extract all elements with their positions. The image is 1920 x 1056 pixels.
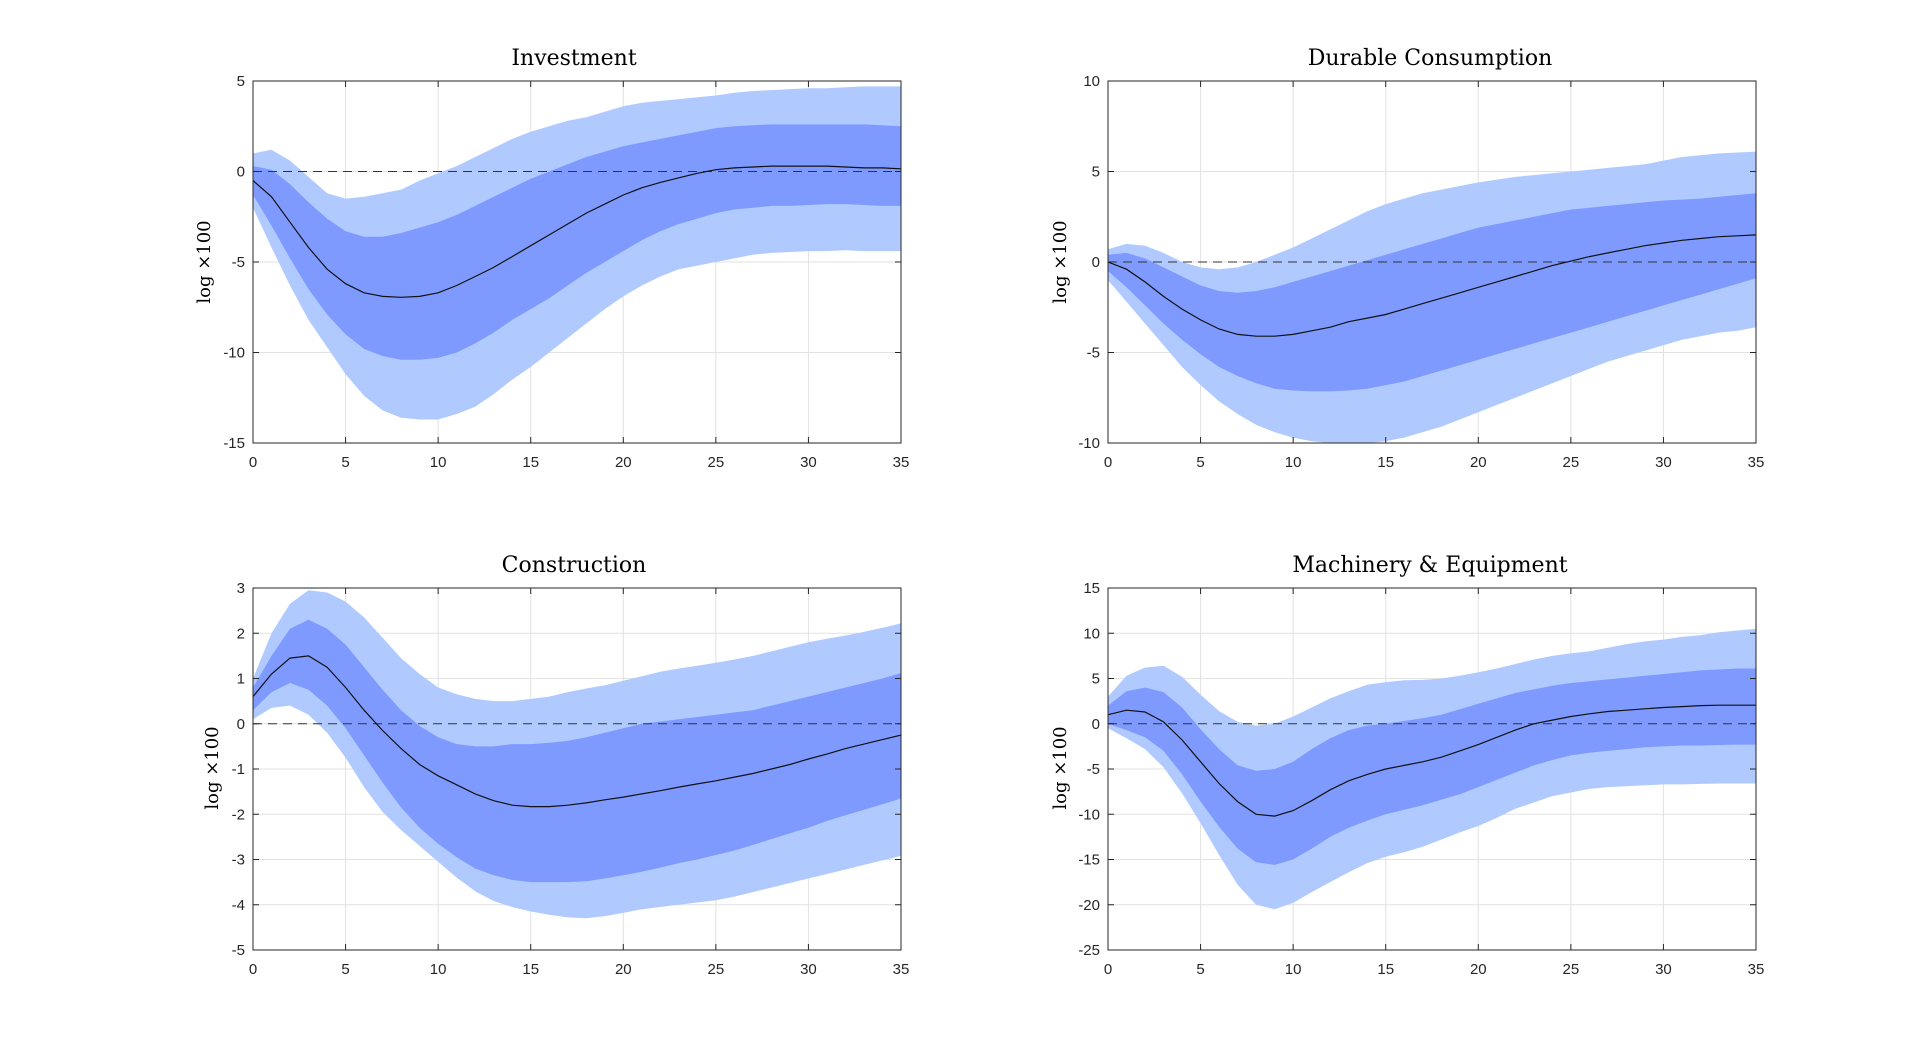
median-response-line: [1108, 234, 1756, 337]
y-tick-label: 0: [1092, 716, 1100, 733]
y-tick-label: 0: [237, 164, 245, 181]
panel-title: Investment: [511, 46, 636, 71]
y-tick-label: -10: [1078, 806, 1100, 823]
panel-title: Machinery & Equipment: [1292, 553, 1567, 578]
x-tick-label: 0: [1104, 961, 1112, 978]
y-tick-label: -1: [232, 761, 245, 778]
x-tick-label: 30: [1655, 961, 1672, 978]
y-tick-label: 10: [1083, 73, 1100, 90]
y-tick-label: -5: [232, 942, 245, 959]
inner-confidence-band: [1108, 193, 1756, 392]
y-tick-label: 1: [237, 671, 245, 688]
y-tick-label: -5: [1087, 761, 1100, 778]
x-tick-label: 5: [1196, 961, 1204, 978]
x-tick-label: 5: [341, 454, 349, 471]
x-tick-label: 15: [1377, 961, 1394, 978]
inner-confidence-band: [253, 619, 901, 883]
y-tick-label: 10: [1083, 625, 1100, 642]
x-tick-label: 25: [1563, 454, 1580, 471]
y-tick-label: -20: [1078, 897, 1100, 914]
y-axis-label: log ×100: [1050, 726, 1071, 809]
x-tick-label: 15: [522, 454, 539, 471]
plot-area: [1108, 151, 1756, 443]
y-tick-label: -15: [1078, 852, 1100, 869]
y-tick-label: -5: [232, 254, 245, 271]
x-tick-label: 10: [430, 961, 447, 978]
y-tick-label: 15: [1083, 580, 1100, 597]
panel-construction: Construction log ×100 0 5 10 15 20 25 30 35-5-4…: [202, 553, 909, 978]
x-tick-label: 0: [249, 961, 257, 978]
x-tick-label: 5: [341, 961, 349, 978]
y-tick-label: -15: [223, 435, 245, 452]
panel-investment: Investment log ×100 0 5 10 15 20 25 30 35 -15 -10…: [194, 46, 909, 471]
x-tick-label: 30: [1655, 454, 1672, 471]
x-tick-label: 30: [800, 454, 817, 471]
x-tick-label: 35: [1748, 961, 1765, 978]
median-response-line: [253, 655, 901, 808]
y-tick-label: -10: [1078, 435, 1100, 452]
y-tick-label: -3: [232, 852, 245, 869]
x-tick-label: 10: [1285, 454, 1302, 471]
y-tick-label: 5: [237, 73, 245, 90]
y-tick-label: 2: [237, 625, 245, 642]
y-tick-label: 3: [237, 580, 245, 597]
x-tick-label: 0: [1104, 454, 1112, 471]
panel-title: Durable Consumption: [1308, 46, 1553, 71]
x-tick-label: 35: [1748, 454, 1765, 471]
y-tick-label: 5: [1092, 671, 1100, 688]
y-tick-label: 5: [1092, 164, 1100, 181]
plot-area: [1108, 628, 1756, 910]
x-tick-label: 20: [1470, 961, 1487, 978]
x-tick-label: 20: [615, 961, 632, 978]
y-axis-label: log ×100: [194, 220, 215, 303]
y-tick-label: -4: [232, 897, 245, 914]
x-tick-label: 15: [522, 961, 539, 978]
y-tick-label: -25: [1078, 942, 1100, 959]
panel-title: Construction: [502, 553, 647, 578]
x-tick-label: 25: [1563, 961, 1580, 978]
y-axis-label: log ×100: [202, 726, 223, 809]
x-tick-label: 15: [1377, 454, 1394, 471]
inner-confidence-band: [253, 124, 901, 360]
panel-machinery-equipment: Machinery & Equipment log ×100 0 5 10 15 20 2…: [1050, 553, 1764, 978]
median-response-line: [253, 165, 901, 298]
y-tick-label: -10: [223, 345, 245, 362]
y-axis-label: log ×100: [1050, 220, 1071, 303]
plot-area: [253, 86, 901, 420]
y-tick-label: -5: [1087, 345, 1100, 362]
y-tick-label: -2: [232, 806, 245, 823]
y-tick-label: 0: [1092, 254, 1100, 271]
median-response-line: [1108, 704, 1756, 817]
x-tick-label: 5: [1196, 454, 1204, 471]
x-tick-label: 20: [1470, 454, 1487, 471]
x-tick-label: 10: [1285, 961, 1302, 978]
y-tick-label: 0: [237, 716, 245, 733]
plot-area: [253, 590, 901, 919]
x-tick-label: 20: [615, 454, 632, 471]
x-tick-label: 30: [800, 961, 817, 978]
x-tick-label: 25: [708, 961, 725, 978]
x-tick-label: 35: [893, 454, 910, 471]
x-tick-label: 0: [249, 454, 257, 471]
x-tick-label: 35: [893, 961, 910, 978]
x-tick-label: 25: [708, 454, 725, 471]
panel-durable-consumption: Durable Consumption log ×100 0 5 10 15 20 25 3…: [1050, 46, 1764, 471]
x-tick-label: 10: [430, 454, 447, 471]
